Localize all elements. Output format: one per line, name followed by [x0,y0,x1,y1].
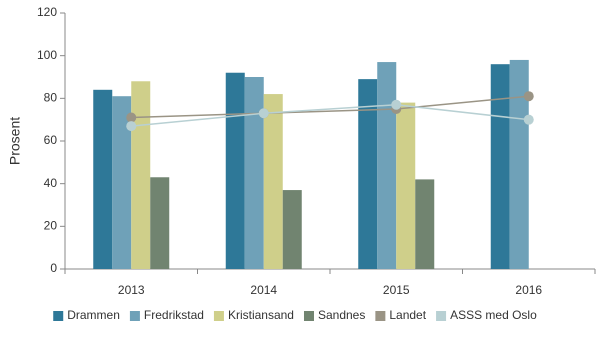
legend-swatch [375,311,386,321]
bar [509,59,529,269]
legend-label: Drammen [67,308,120,322]
bar [263,94,283,269]
y-tick-label: 20 [44,219,58,233]
bar [396,102,416,269]
bar [150,177,170,269]
bar [93,89,113,269]
y-axis-label: Prosent [7,117,23,165]
x-tick-label: 2015 [383,283,410,297]
y-tick-label: 40 [44,176,58,190]
legend-label: Landet [389,308,426,322]
x-tick-label: 2016 [515,283,542,297]
line-marker [126,121,137,132]
bar [225,72,245,269]
legend-swatch [303,311,314,321]
bar [358,79,378,269]
legend-label: Fredrikstad [144,308,204,322]
y-tick-label: 60 [44,133,58,147]
line-marker [258,108,269,119]
x-tick-label: 2013 [118,283,145,297]
bar [415,179,435,269]
legend-label: Kristiansand [228,308,294,322]
bar [282,190,302,269]
bar [490,64,510,269]
line-marker [523,114,534,125]
legend-swatch [129,311,140,321]
bar [244,77,264,269]
bar [377,62,397,269]
y-tick-label: 0 [50,261,57,275]
line [131,95,529,119]
x-tick-label: 2014 [250,283,277,297]
line-marker [523,91,534,102]
legend-swatch [53,311,64,321]
line-marker [391,99,402,110]
legend-label: Sandnes [318,308,365,322]
line [131,103,529,127]
bar [131,81,151,270]
legend-swatch [436,311,447,321]
line-marker [126,112,137,123]
bar [112,96,132,269]
legend-label: ASSS med Oslo [450,308,537,322]
y-tick-label: 80 [44,91,58,105]
y-tick-label: 120 [37,5,57,19]
y-tick-label: 100 [37,48,57,62]
legend-swatch [213,311,224,321]
